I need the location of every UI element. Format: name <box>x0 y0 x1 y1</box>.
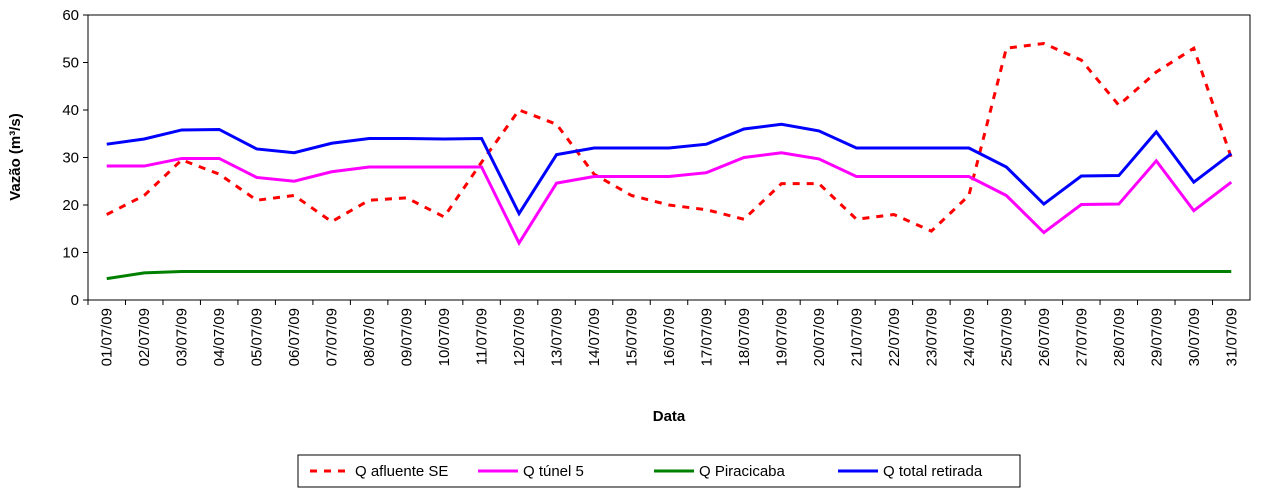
x-tick-label: 27/07/09 <box>1073 308 1090 366</box>
x-tick-label: 21/07/09 <box>848 308 865 366</box>
x-tick-label: 18/07/09 <box>736 308 753 366</box>
legend-label: Q total retirada <box>883 463 983 480</box>
x-axis-label: Data <box>653 408 686 425</box>
x-tick-label: 19/07/09 <box>773 308 790 366</box>
x-tick-label: 10/07/09 <box>436 308 453 366</box>
x-tick-label: 04/07/09 <box>211 308 228 366</box>
x-tick-label: 03/07/09 <box>174 308 191 366</box>
x-tick-label: 29/07/09 <box>1148 308 1165 366</box>
y-tick-label: 50 <box>62 55 79 72</box>
series-line <box>106 151 1233 247</box>
y-tick-label: 20 <box>62 197 79 214</box>
legend-label: Q afluente SE <box>355 463 448 480</box>
x-tick-label: 23/07/09 <box>923 308 940 366</box>
x-tick-label: 06/07/09 <box>286 308 303 366</box>
y-tick-label: 30 <box>62 150 79 167</box>
legend-label: Q Piracicaba <box>699 463 786 480</box>
series-line <box>106 122 1233 217</box>
x-tick-label: 26/07/09 <box>1036 308 1053 366</box>
y-tick-label: 10 <box>62 245 79 262</box>
x-tick-label: 24/07/09 <box>961 308 978 366</box>
series-line <box>106 270 1232 281</box>
x-tick-label: 12/07/09 <box>511 308 528 366</box>
x-tick-label: 05/07/09 <box>249 308 266 366</box>
x-tick-label: 25/07/09 <box>998 308 1015 366</box>
legend-label: Q túnel 5 <box>523 463 584 480</box>
x-tick-label: 28/07/09 <box>1111 308 1128 366</box>
x-tick-label: 08/07/09 <box>361 308 378 366</box>
x-tick-label: 16/07/09 <box>661 308 678 366</box>
y-tick-label: 60 <box>62 7 79 24</box>
x-tick-label: 11/07/09 <box>474 308 491 365</box>
x-tick-label: 09/07/09 <box>399 308 416 366</box>
x-tick-label: 15/07/09 <box>624 308 641 366</box>
x-tick-label: 31/07/09 <box>1223 308 1240 366</box>
series-line <box>106 41 1233 233</box>
x-tick-label: 07/07/09 <box>324 308 341 366</box>
plot-frame <box>87 14 1251 301</box>
x-tick-label: 02/07/09 <box>136 308 153 366</box>
x-tick-label: 13/07/09 <box>549 308 566 366</box>
y-tick-label: 0 <box>71 292 79 309</box>
x-tick-label: 01/07/09 <box>99 308 116 366</box>
x-tick-label: 30/07/09 <box>1186 308 1203 366</box>
y-tick-label: 40 <box>62 102 79 119</box>
x-tick-label: 14/07/09 <box>586 308 603 366</box>
y-axis-label: Vazão (m³/s) <box>7 113 24 201</box>
x-tick-label: 20/07/09 <box>811 308 828 366</box>
x-tick-label: 17/07/09 <box>698 308 715 366</box>
x-tick-label: 22/07/09 <box>886 308 903 366</box>
